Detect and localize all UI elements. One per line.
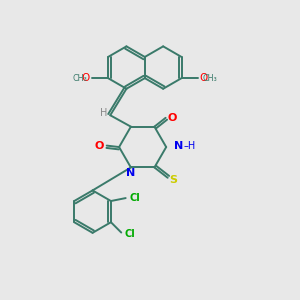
Text: N: N	[126, 168, 135, 178]
Text: CH₃: CH₃	[203, 74, 218, 83]
Text: O: O	[200, 73, 208, 83]
Text: CH₃: CH₃	[72, 74, 87, 83]
Text: O: O	[82, 73, 90, 83]
Text: O: O	[94, 141, 104, 151]
Text: O: O	[168, 113, 177, 123]
Text: N: N	[174, 141, 184, 151]
Text: H: H	[100, 108, 107, 118]
Text: Cl: Cl	[129, 193, 140, 203]
Text: S: S	[169, 175, 177, 184]
Text: Cl: Cl	[125, 229, 136, 239]
Text: –H: –H	[183, 141, 196, 151]
